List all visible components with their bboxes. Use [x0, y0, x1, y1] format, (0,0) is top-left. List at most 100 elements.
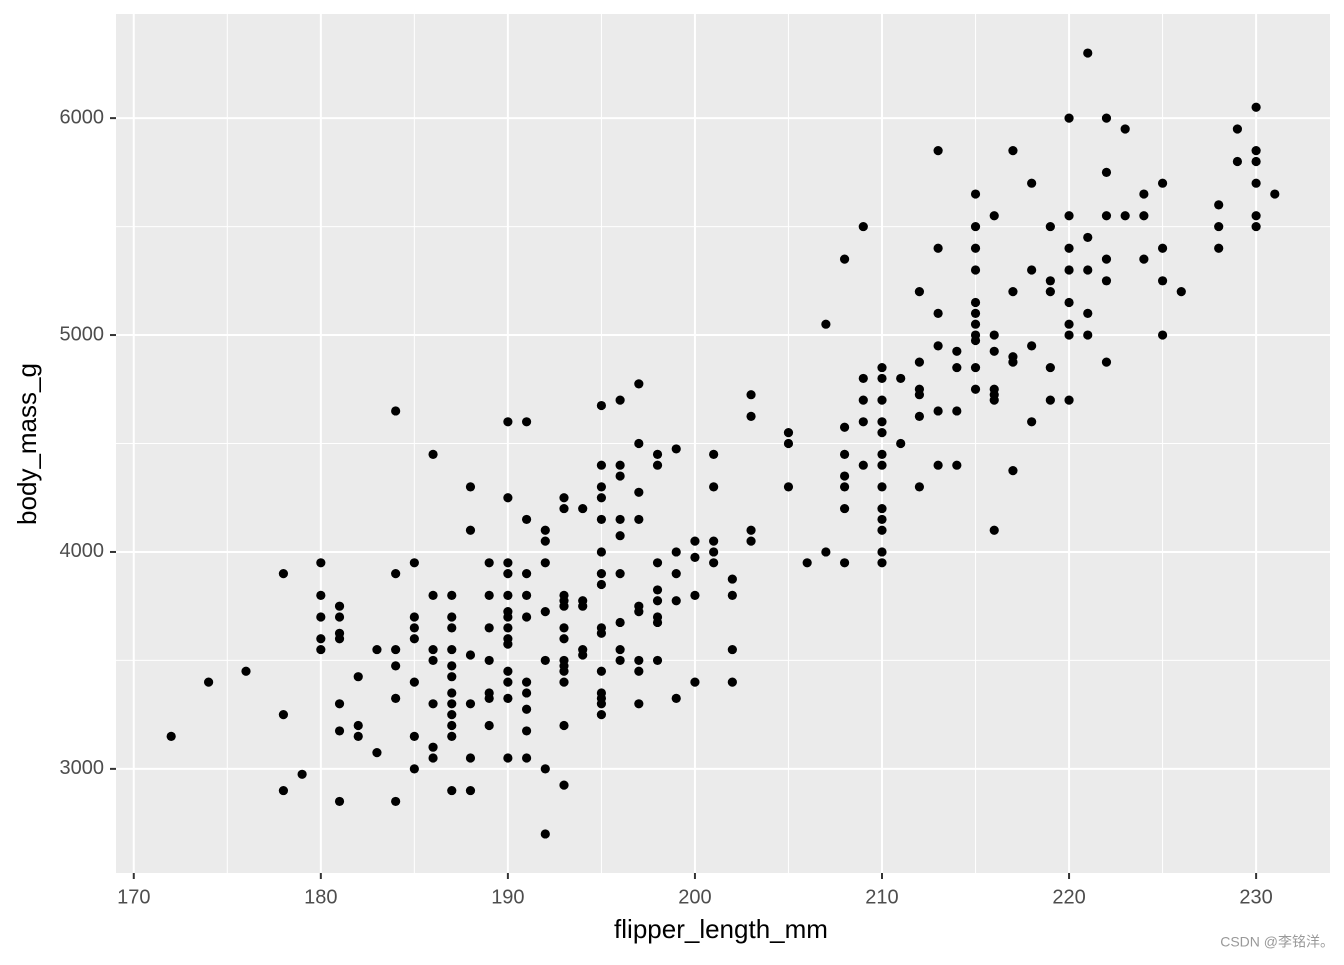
point — [596, 569, 607, 579]
point — [989, 346, 999, 356]
point — [652, 558, 663, 568]
point — [615, 395, 625, 405]
point — [989, 525, 999, 535]
point — [989, 211, 999, 221]
point — [839, 254, 850, 264]
point — [933, 341, 943, 351]
point — [391, 661, 401, 671]
point — [391, 796, 401, 807]
point — [540, 829, 550, 839]
point — [652, 585, 663, 595]
point — [1008, 357, 1018, 367]
point — [559, 720, 569, 731]
point — [877, 362, 887, 373]
point — [914, 411, 925, 421]
point — [671, 547, 681, 557]
point — [652, 617, 663, 628]
point — [1251, 102, 1261, 112]
point — [914, 287, 925, 297]
point — [1251, 146, 1261, 156]
point — [1176, 287, 1186, 297]
point — [540, 607, 550, 617]
point — [1064, 319, 1074, 329]
point — [727, 677, 737, 687]
point — [465, 753, 476, 763]
point — [877, 449, 887, 459]
point — [839, 558, 850, 568]
point — [278, 710, 289, 720]
point — [1251, 221, 1261, 232]
point — [877, 558, 887, 568]
point — [634, 666, 644, 676]
y-axis-title: body_mass_g — [12, 363, 42, 525]
point — [783, 428, 794, 438]
point — [652, 449, 663, 459]
point — [1120, 124, 1130, 134]
point — [1214, 200, 1224, 210]
point — [447, 644, 457, 655]
point — [989, 395, 999, 405]
point — [409, 677, 419, 687]
point — [521, 417, 532, 427]
point — [839, 449, 850, 459]
point — [484, 623, 494, 633]
point — [503, 612, 513, 622]
point — [933, 146, 943, 156]
point — [1101, 211, 1112, 221]
point — [1214, 221, 1224, 232]
point — [316, 590, 326, 600]
point — [596, 547, 607, 557]
point — [559, 780, 569, 790]
point — [1064, 297, 1074, 308]
point — [409, 623, 419, 633]
y-tick-label: 6000 — [60, 106, 105, 128]
point — [278, 569, 289, 579]
point — [578, 601, 588, 611]
point — [821, 319, 831, 329]
point — [1232, 156, 1243, 167]
point — [615, 617, 625, 628]
point — [1083, 265, 1093, 275]
point — [727, 590, 737, 600]
point — [428, 644, 438, 655]
point — [596, 666, 607, 676]
point — [447, 720, 457, 731]
point — [896, 438, 906, 449]
point — [615, 460, 625, 470]
point — [1157, 276, 1168, 286]
point — [952, 362, 962, 373]
point — [615, 644, 625, 655]
point — [316, 558, 326, 568]
point — [970, 243, 981, 253]
point — [690, 536, 700, 546]
point — [409, 731, 419, 741]
point — [1157, 178, 1168, 188]
point — [596, 699, 607, 709]
point — [615, 655, 625, 666]
point — [353, 731, 363, 741]
point — [447, 612, 457, 622]
point — [1101, 276, 1112, 286]
point — [559, 634, 569, 644]
point — [391, 569, 401, 579]
point — [839, 503, 850, 514]
point — [447, 590, 457, 600]
point — [521, 677, 532, 687]
point — [447, 731, 457, 741]
point — [746, 411, 756, 421]
point — [521, 514, 532, 525]
point — [540, 558, 550, 568]
x-tick-label: 230 — [1239, 886, 1272, 908]
point — [1045, 276, 1055, 286]
point — [690, 552, 700, 562]
point — [634, 438, 644, 449]
point — [503, 677, 513, 687]
point — [596, 482, 607, 492]
point — [1251, 211, 1261, 221]
point — [896, 373, 906, 384]
point — [970, 308, 981, 318]
point — [316, 634, 326, 644]
point — [1027, 417, 1037, 427]
point — [596, 460, 607, 470]
